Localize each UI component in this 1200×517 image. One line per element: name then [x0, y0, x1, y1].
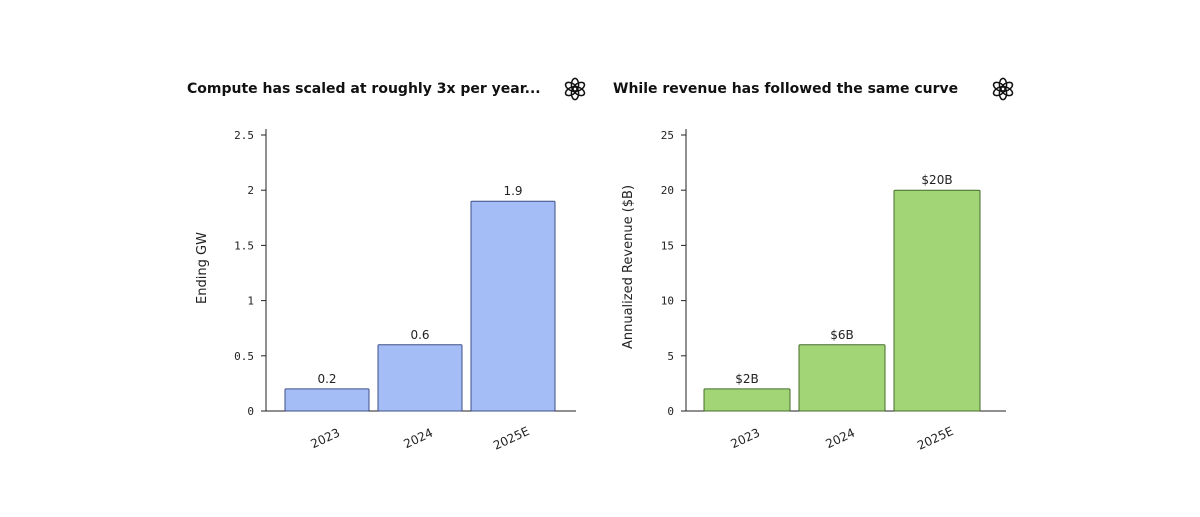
- y-tick-label: 2.5: [234, 129, 254, 142]
- bar-2023: [703, 388, 791, 412]
- chart-title: Compute has scaled at roughly 3x per yea…: [187, 81, 541, 97]
- y-axis-label: Annualized Revenue ($B): [621, 185, 636, 349]
- x-tick-label: 2023: [309, 426, 343, 452]
- y-tick-label: 5: [667, 350, 674, 363]
- y-tick-label: 0: [667, 405, 674, 418]
- data-label: $20B: [921, 173, 952, 187]
- y-tick-label: 15: [661, 239, 674, 252]
- y-tick-label: 0: [247, 405, 254, 418]
- logo-petal: [564, 81, 578, 93]
- data-label: 1.9: [503, 184, 522, 198]
- y-tick-label: 2: [247, 184, 254, 197]
- bar-2025E: [470, 200, 556, 412]
- y-tick-label: 10: [661, 295, 674, 308]
- openai-logo-icon: [992, 77, 1014, 101]
- x-tick-label: 2024: [824, 426, 858, 452]
- data-label: 0.2: [317, 372, 336, 386]
- x-tick-label: 2024: [402, 426, 436, 452]
- bar-2023: [284, 388, 370, 412]
- bar-2024: [377, 344, 463, 412]
- y-tick-label: 1: [247, 295, 254, 308]
- data-label: $2B: [735, 372, 759, 386]
- y-tick-label: 0.5: [234, 350, 254, 363]
- y-axis-label: Ending GW: [195, 232, 210, 304]
- chart-title: While revenue has followed the same curv…: [613, 81, 958, 97]
- x-tick-label: 2025E: [915, 424, 955, 453]
- data-label: $6B: [830, 328, 854, 342]
- bar-2025E: [893, 189, 981, 412]
- y-tick-label: 25: [661, 129, 674, 142]
- x-tick-label: 2023: [729, 426, 763, 452]
- y-tick-label: 1.5: [234, 239, 254, 252]
- x-tick-label: 2025E: [491, 424, 531, 453]
- data-label: 0.6: [410, 328, 429, 342]
- chart-1: Compute has scaled at roughly 3x per yea…: [187, 81, 576, 453]
- y-tick-label: 20: [661, 184, 674, 197]
- bar-2024: [798, 344, 886, 412]
- chart-2: While revenue has followed the same curv…: [613, 81, 1006, 453]
- logo-petal: [992, 81, 1006, 93]
- openai-logo-icon: [564, 77, 586, 101]
